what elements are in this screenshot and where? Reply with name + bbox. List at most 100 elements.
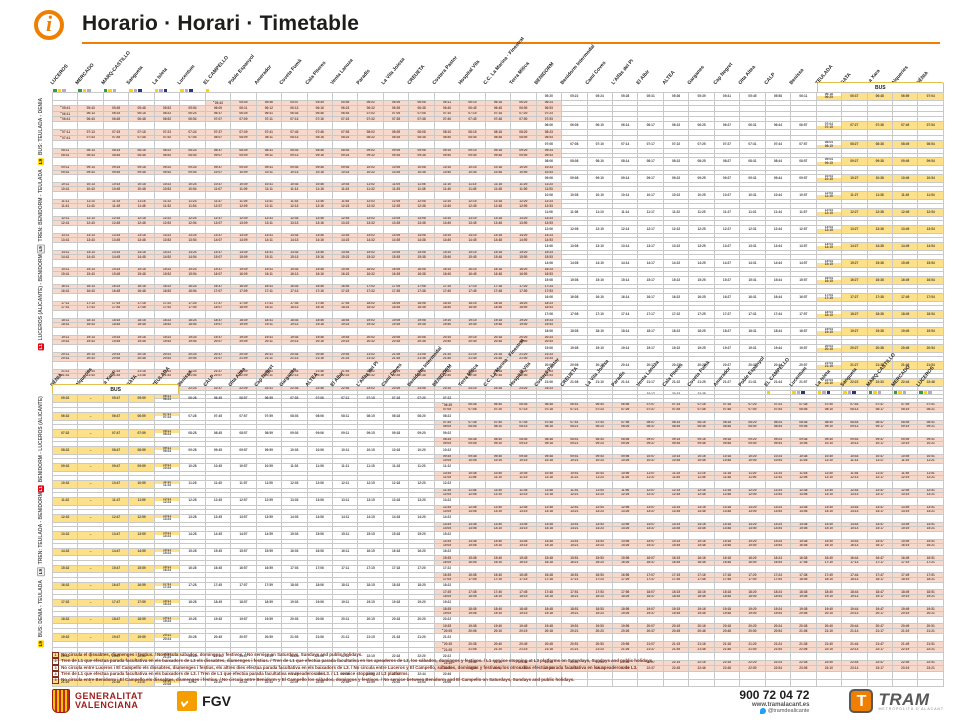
time-cell [662, 428, 690, 438]
time-cell [331, 121, 359, 131]
time-cell [688, 581, 715, 591]
time-cell [510, 479, 537, 489]
time-cell [306, 191, 333, 200]
time-cell: 11:10 [586, 208, 613, 217]
time-cell: 18:18 [382, 581, 410, 591]
time-cell: 13:17 [637, 242, 664, 251]
time-cell: 18:31 [739, 326, 766, 336]
time-cell: 15:11 [331, 530, 359, 540]
time-cell [637, 394, 664, 403]
time-cell [459, 428, 486, 438]
time-cell: 07:06 [535, 140, 563, 149]
time-cell [204, 92, 232, 101]
time-cell [764, 530, 792, 540]
time-cell: 16:06 [535, 292, 563, 302]
time-cell [866, 411, 893, 421]
time-cell: 08:17 [637, 157, 664, 166]
time-cell [102, 309, 130, 319]
time-cell: 16:49 [891, 276, 919, 285]
time-cell [586, 530, 613, 540]
station-header: C.C. La Marina · Finestrat [482, 337, 526, 388]
time-cell: 09:06 [306, 428, 333, 438]
line-color-icon [108, 88, 112, 92]
time-cell: 15:44 [764, 276, 792, 285]
time-cell [230, 276, 257, 285]
time-cell: 11:18 [382, 462, 410, 472]
direction-label: L1 BENIDORM - LUCEROS (ALICANTE) [37, 396, 45, 493]
time-cell [484, 343, 512, 353]
time-cell [917, 513, 944, 523]
time-cell [484, 615, 512, 625]
time-cell [382, 343, 410, 353]
time-cell: 11:03 [281, 462, 308, 472]
time-cell [535, 411, 563, 421]
time-cell [841, 598, 868, 608]
time-cell [204, 140, 232, 149]
time-cell: 21:18 [382, 633, 410, 643]
time-cell [331, 191, 359, 200]
time-cell: 13:14 [611, 242, 639, 251]
time-cell [891, 479, 919, 489]
time-cell [179, 242, 206, 251]
time-cell: 11:54 [917, 191, 944, 200]
time-cell [586, 615, 613, 625]
time-cell [281, 191, 308, 200]
time-cell: 09:18 [382, 428, 410, 438]
time-cell [535, 530, 563, 540]
station-header: Garganes [686, 64, 706, 86]
time-cell [306, 140, 333, 149]
time-cell [281, 174, 308, 183]
station-header: C.C. La Marina · Finestrat [482, 35, 526, 86]
time-cell: 07:15 [357, 394, 384, 403]
twitter-handle[interactable]: @tramdealicante [767, 708, 810, 714]
time-cell: 08:49 [891, 140, 919, 149]
time-cell: 10:54 [917, 174, 944, 183]
line-color-icon [82, 88, 87, 92]
timetable-row: 09:06 09:08 09:10 09:14 09:17 09:22 09:25 09:27… [51, 174, 944, 183]
time-cell [128, 259, 155, 268]
time-cell: 17:57 [230, 581, 257, 591]
station-header: CREUETA [406, 63, 427, 86]
time-cell [281, 259, 308, 268]
time-cell: 20:18 [382, 615, 410, 625]
time-cell: 14:03 [281, 513, 308, 523]
time-cell: 19:54 [917, 326, 944, 336]
time-cell [815, 496, 843, 506]
time-cell: 11:08 [561, 208, 588, 217]
time-cell [382, 276, 410, 285]
time-cell [230, 157, 257, 166]
time-cell [790, 462, 817, 472]
timetable-row: 15:32–15:47 15:59 16:11 16:24 16:28 16:45 16:5… [51, 564, 944, 574]
time-cell: 12:15 [357, 479, 384, 489]
time-cell [204, 276, 232, 285]
time-cell [866, 445, 893, 455]
timetable-row: 13:32–13:47 13:59 14:11 14:24 14:28 14:45 14:5… [51, 530, 944, 540]
time-cell [382, 259, 410, 268]
timetable-row: 17:11 17:13 17:15 17:18 17:22 17:24 17:37 17:39… [51, 300, 944, 307]
time-cell: 14:17 [637, 259, 664, 268]
time-cell: – [77, 633, 104, 643]
line-color-icon [103, 88, 108, 92]
time-cell [611, 479, 639, 489]
time-cell [484, 445, 512, 455]
time-cell [510, 496, 537, 506]
time-cell: 07:20 [408, 394, 435, 403]
time-cell [382, 191, 410, 200]
time-cell [790, 564, 817, 574]
time-cell [510, 121, 537, 131]
time-cell: 12:20 [408, 479, 435, 489]
time-cell [510, 394, 537, 403]
time-cell [382, 292, 410, 302]
line-badge: L9 [37, 158, 45, 166]
time-cell [204, 225, 232, 234]
time-cell [891, 564, 919, 574]
line-color-icon [923, 390, 928, 394]
time-cell: 12:18 [382, 479, 410, 489]
time-cell [764, 462, 792, 472]
time-cell: 07:57 [230, 411, 257, 421]
page-header: i Horario · Horari · Timetable [34, 8, 940, 50]
time-cell [561, 633, 588, 643]
time-cell [255, 259, 283, 268]
footnote-text: Tren de L1 que efectua parada facultativ… [61, 658, 654, 664]
time-cell: 12:22 [662, 225, 690, 234]
